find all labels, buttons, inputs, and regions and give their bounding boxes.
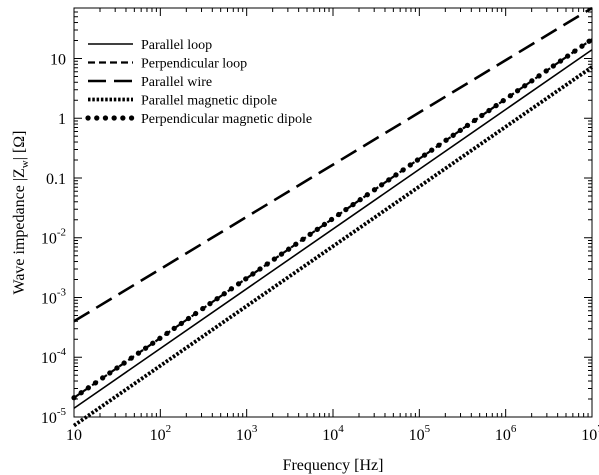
y-tick-label: 10-2 (41, 227, 66, 248)
series-line-5 (71, 36, 595, 401)
x-tick-label: 10 (66, 427, 82, 444)
y-axis-label: Wave impedance |Zw| [Ω] (11, 131, 31, 295)
legend-label-1: Parallel loop (141, 38, 212, 53)
ticks-layer (73, 7, 593, 418)
y-tick-label: 1 (58, 111, 66, 128)
series-line-3 (73, 6, 593, 323)
legend-label-2: Perpendicular loop (141, 57, 247, 72)
y-tick-label: 10-3 (41, 286, 67, 307)
tick-labels: 10 102 103 104 105 106 107 10-5 10-4 10-3 10-2 0.1 1… (41, 51, 599, 444)
x-tick-label: 104 (322, 423, 344, 444)
x-tick-label: 106 (495, 423, 517, 444)
y-tick-label: 10 (50, 51, 66, 68)
x-axis-label: Frequency [Hz] (283, 457, 384, 474)
series-line-4 (72, 65, 594, 428)
y-tick-label: 10-4 (41, 346, 67, 367)
legend-label-4: Parallel magnetic dipole (141, 94, 277, 109)
x-tick-label: 103 (236, 423, 258, 444)
y-tick-label: 0.1 (46, 171, 66, 188)
legend-label-3: Parallel wire (141, 75, 212, 90)
legend-label-5: Perpendicular magnetic dipole (141, 112, 312, 127)
x-tick-label: 102 (150, 423, 172, 444)
legend: Parallel loop Perpendicular loop Parallel … (85, 38, 312, 127)
y-tick-label: 10-5 (41, 406, 67, 427)
series-layer (71, 6, 595, 428)
series-line-1 (73, 49, 593, 409)
x-tick-label: 107 (581, 423, 599, 444)
x-tick-label: 105 (409, 423, 431, 444)
